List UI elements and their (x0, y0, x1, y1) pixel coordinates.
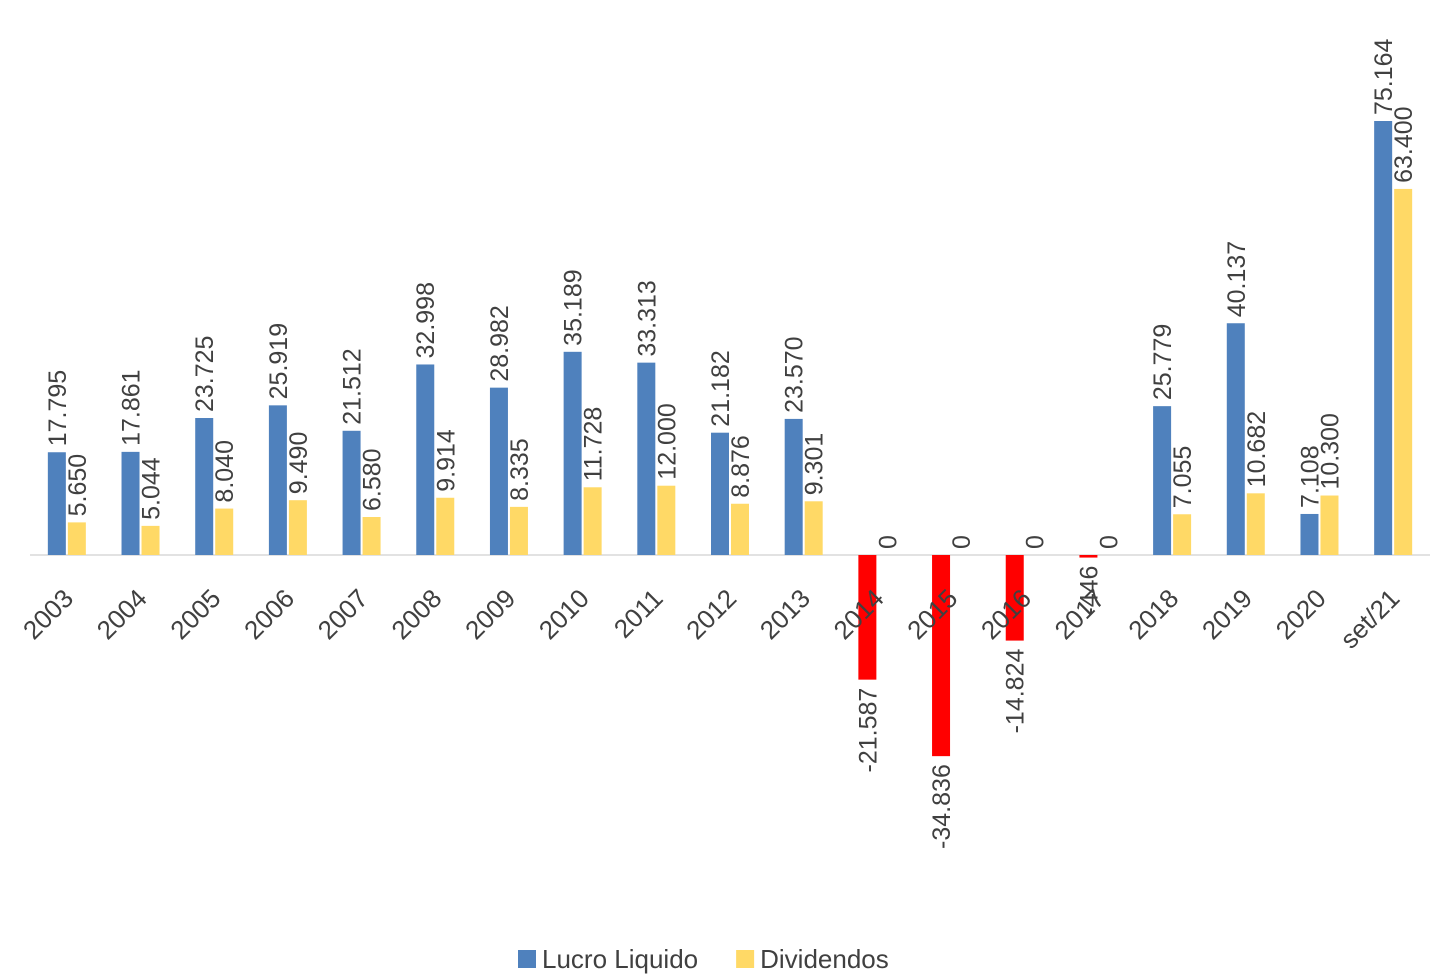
data-label: 10.300 (1316, 413, 1344, 489)
bar (1320, 495, 1339, 555)
bar (1226, 323, 1245, 555)
data-label: 10.682 (1243, 411, 1271, 487)
data-label: 33.313 (633, 280, 661, 356)
data-label: 63.400 (1390, 106, 1418, 182)
data-label: 25.779 (1149, 324, 1177, 400)
bar (1394, 188, 1413, 555)
data-label: 23.570 (781, 336, 809, 412)
bar (288, 500, 307, 555)
data-label: 40.137 (1223, 241, 1251, 317)
bar (563, 351, 582, 555)
data-label: 17.795 (44, 370, 72, 446)
data-label: 28.982 (486, 305, 514, 381)
x-tick-label: 2013 (754, 583, 816, 645)
data-label: -21.587 (854, 688, 882, 773)
bar (509, 506, 528, 555)
bar (215, 508, 234, 555)
data-label: 75.164 (1370, 38, 1398, 115)
bar (342, 430, 361, 555)
x-tick-label: 2005 (164, 583, 226, 645)
bar (731, 503, 749, 555)
bar (711, 432, 729, 555)
bar (362, 517, 381, 555)
data-label: -446 (1075, 566, 1103, 616)
bar (583, 487, 602, 555)
bar (637, 362, 656, 555)
data-label: 9.490 (285, 432, 313, 495)
bar (141, 525, 160, 555)
data-label: 25.919 (265, 323, 293, 399)
data-label: 0 (1095, 535, 1123, 549)
bar (47, 452, 66, 555)
x-tick-label: 2006 (238, 583, 300, 645)
data-label: -34.836 (928, 764, 956, 849)
bar (1246, 493, 1265, 555)
data-label: 11.728 (580, 407, 608, 482)
data-label: 6.580 (359, 448, 387, 511)
bar (1153, 406, 1172, 555)
data-label: 21.512 (339, 348, 367, 424)
x-tick-label: 2004 (91, 583, 153, 645)
bar (1374, 121, 1393, 555)
legend-swatch (518, 950, 536, 968)
data-label: 9.914 (432, 429, 460, 492)
data-label: -14.824 (1002, 649, 1030, 734)
x-tick-label: 2008 (385, 583, 447, 645)
data-label: 7.055 (1169, 446, 1197, 509)
data-label: 17.861 (118, 369, 146, 445)
bar (67, 522, 86, 555)
x-tick-label: set/21 (1334, 583, 1405, 654)
legend-label: Dividendos (760, 944, 889, 974)
bar (657, 485, 676, 555)
data-label: 35.189 (560, 269, 588, 345)
data-label: 32.998 (412, 282, 440, 358)
bar (489, 387, 508, 555)
x-tick-label: 2009 (459, 583, 521, 645)
bar (932, 555, 951, 757)
legend-swatch (736, 950, 755, 968)
data-label: 5.650 (64, 454, 92, 517)
data-label: 12.000 (653, 403, 681, 479)
x-tick-label: 2019 (1196, 583, 1258, 645)
bar (804, 501, 823, 555)
x-tick-label: 2018 (1122, 583, 1184, 645)
bar (1173, 514, 1192, 555)
bar (784, 418, 803, 555)
data-label: 8.876 (727, 435, 755, 498)
x-tick-label: 2007 (312, 583, 374, 645)
data-label: 9.301 (801, 433, 829, 496)
bar (195, 418, 214, 555)
bar (858, 555, 877, 680)
data-label: 21.182 (707, 350, 735, 426)
legend-label: Lucro Liquido (542, 944, 698, 974)
bar (1079, 555, 1098, 558)
x-tick-label: 2011 (608, 583, 669, 644)
data-label: 8.335 (506, 438, 534, 501)
bar (436, 497, 455, 555)
data-label: 0 (1022, 535, 1050, 549)
bar (268, 405, 287, 555)
data-label: 7.108 (1296, 445, 1324, 508)
x-tick-label: 2003 (17, 583, 79, 645)
data-label: 23.725 (191, 336, 219, 412)
x-tick-label: 2012 (680, 583, 742, 645)
bar (416, 364, 435, 555)
x-tick-label: 2020 (1270, 583, 1332, 645)
x-tick-label: 2010 (533, 583, 595, 645)
data-label: 8.040 (211, 440, 239, 503)
data-label: 5.044 (138, 457, 166, 520)
bar (121, 451, 140, 555)
data-label: 0 (874, 535, 902, 549)
bar (1300, 513, 1319, 555)
bar (1005, 555, 1024, 641)
data-label: 0 (948, 535, 976, 549)
